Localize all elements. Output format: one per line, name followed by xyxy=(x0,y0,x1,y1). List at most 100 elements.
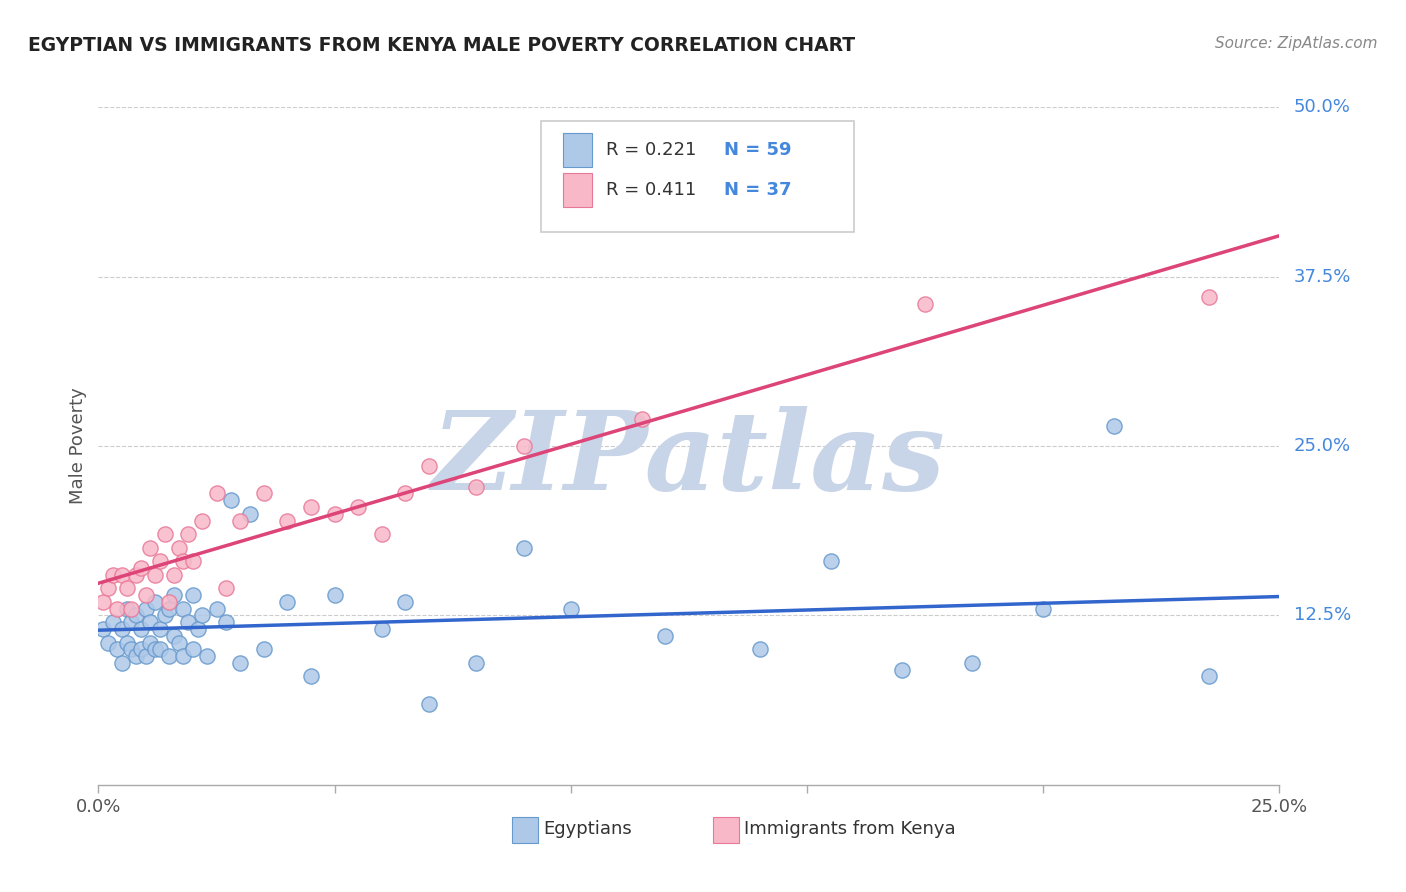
Point xyxy=(323,507,346,521)
Point xyxy=(205,486,228,500)
Point xyxy=(163,629,186,643)
Point xyxy=(125,608,148,623)
Point xyxy=(157,601,180,615)
Text: ZIPatlas: ZIPatlas xyxy=(432,406,946,513)
Point xyxy=(149,642,172,657)
FancyBboxPatch shape xyxy=(541,120,855,233)
Text: 12.5%: 12.5% xyxy=(1294,607,1351,624)
Y-axis label: Male Poverty: Male Poverty xyxy=(69,388,87,504)
Point xyxy=(1198,669,1220,683)
Point xyxy=(163,567,186,582)
Point xyxy=(630,412,652,426)
FancyBboxPatch shape xyxy=(562,173,592,207)
Point xyxy=(323,588,346,602)
Point xyxy=(347,500,370,514)
Point xyxy=(143,567,166,582)
Point xyxy=(105,642,128,657)
Point xyxy=(276,514,298,528)
Point xyxy=(115,635,138,649)
Point xyxy=(97,635,120,649)
FancyBboxPatch shape xyxy=(713,817,738,843)
Point xyxy=(253,486,276,500)
Point xyxy=(371,527,394,541)
Point xyxy=(191,608,214,623)
Point xyxy=(1198,290,1220,304)
Point xyxy=(394,486,416,500)
Point xyxy=(177,527,200,541)
Point xyxy=(239,507,262,521)
Point xyxy=(560,601,582,615)
Point xyxy=(1032,601,1054,615)
Text: 50.0%: 50.0% xyxy=(1294,98,1351,116)
Point xyxy=(1102,418,1125,433)
Point xyxy=(465,656,488,670)
Point xyxy=(191,514,214,528)
Text: 37.5%: 37.5% xyxy=(1294,268,1351,285)
Point xyxy=(820,554,842,568)
Point xyxy=(177,615,200,630)
Point xyxy=(172,554,194,568)
Point xyxy=(172,601,194,615)
Point xyxy=(121,642,143,657)
Point xyxy=(91,622,114,636)
Point xyxy=(149,554,172,568)
Point xyxy=(371,622,394,636)
Point xyxy=(91,595,114,609)
Point xyxy=(129,642,152,657)
Point xyxy=(157,595,180,609)
Point xyxy=(105,601,128,615)
Text: Egyptians: Egyptians xyxy=(544,820,633,838)
FancyBboxPatch shape xyxy=(562,133,592,167)
Point xyxy=(654,629,676,643)
Point xyxy=(181,554,204,568)
Point xyxy=(111,622,134,636)
Point xyxy=(229,514,252,528)
Text: R = 0.221: R = 0.221 xyxy=(606,141,696,159)
Point xyxy=(121,615,143,630)
Point xyxy=(149,622,172,636)
Point xyxy=(139,541,162,555)
Point xyxy=(748,642,770,657)
Point xyxy=(962,656,984,670)
Point xyxy=(135,601,157,615)
Point xyxy=(129,622,152,636)
Text: 25.0%: 25.0% xyxy=(1294,437,1351,455)
Point xyxy=(299,669,322,683)
Point xyxy=(512,439,534,453)
Point xyxy=(253,642,276,657)
Point xyxy=(229,656,252,670)
Point xyxy=(181,588,204,602)
Point xyxy=(195,649,218,664)
Point xyxy=(101,567,124,582)
Point xyxy=(125,649,148,664)
Point xyxy=(914,296,936,310)
Point xyxy=(129,561,152,575)
Point xyxy=(890,663,912,677)
Point xyxy=(111,656,134,670)
Text: N = 37: N = 37 xyxy=(724,181,792,200)
Point xyxy=(187,622,209,636)
Point xyxy=(157,649,180,664)
Point xyxy=(135,588,157,602)
Point xyxy=(418,459,440,474)
Point xyxy=(153,608,176,623)
Point xyxy=(219,493,242,508)
Point xyxy=(153,527,176,541)
Text: R = 0.411: R = 0.411 xyxy=(606,181,696,200)
Point xyxy=(512,541,534,555)
Text: Immigrants from Kenya: Immigrants from Kenya xyxy=(744,820,956,838)
FancyBboxPatch shape xyxy=(512,817,537,843)
Point xyxy=(215,615,238,630)
Point xyxy=(276,595,298,609)
Point xyxy=(394,595,416,609)
Point xyxy=(163,588,186,602)
Point xyxy=(465,480,488,494)
Point xyxy=(115,601,138,615)
Point xyxy=(299,500,322,514)
Point xyxy=(143,642,166,657)
Point xyxy=(111,567,134,582)
Point xyxy=(139,635,162,649)
Point xyxy=(143,595,166,609)
Point xyxy=(181,642,204,657)
Point xyxy=(172,649,194,664)
